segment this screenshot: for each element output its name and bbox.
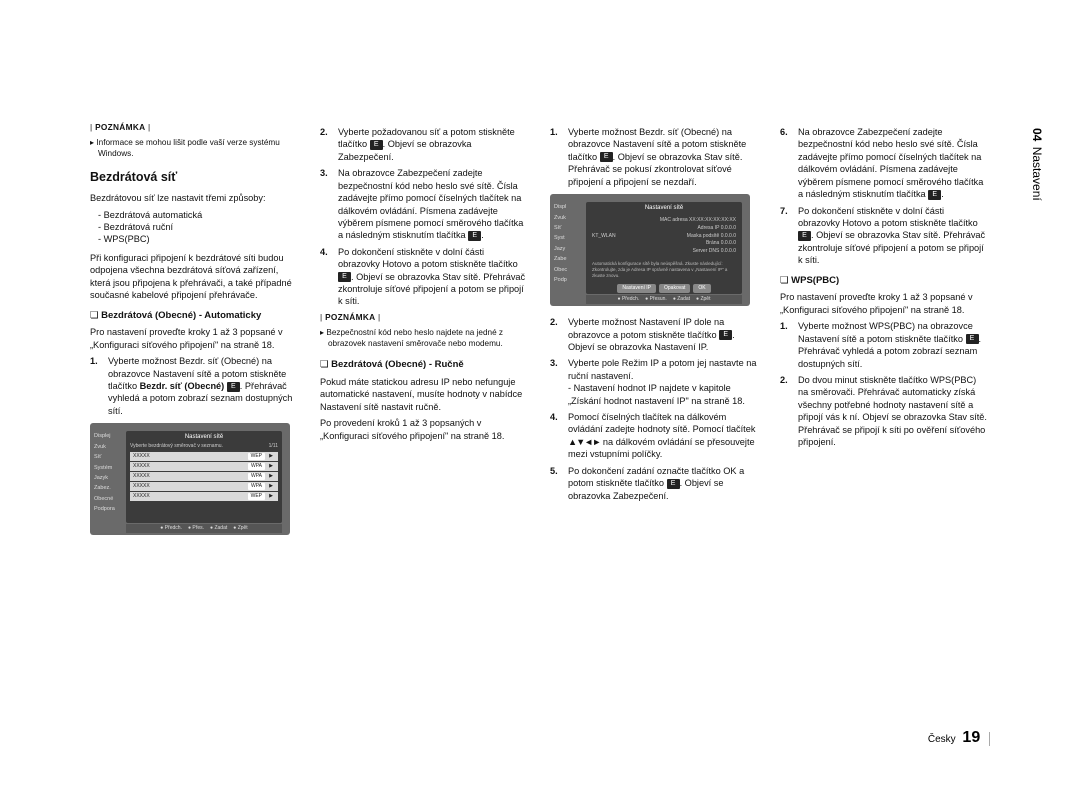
page-footer: Česky 19 [928,729,990,747]
section-heading: Bezdrátová síť [90,169,298,186]
arrow-icons [568,437,600,447]
column-1: POZNÁMKA Informace se mohou lišit podle … [90,122,298,545]
enter-icon [468,231,481,241]
step-num: 2. [780,374,798,449]
enter-icon [370,140,383,150]
note-text: Bezpečnostní kód nebo heslo najdete na j… [328,327,528,349]
step-text: Pomocí číselných tlačítek na dálkovém ov… [568,411,758,461]
para: Při konfiguraci připojení k bezdrátové s… [90,252,298,302]
chapter-number: 04 [1030,128,1044,141]
ui-screenshot-settings: DisplejZvuk SíťSystém JazykZabez. Obecné… [90,423,290,535]
enter-icon [667,479,680,489]
shot-sidebar: DisplejZvuk SíťSystém JazykZabez. Obecné… [94,433,124,516]
chapter-title: Nastavení [1030,147,1044,201]
page-number: 19 [962,729,980,746]
bullet-item: Bezdrátová ruční [98,221,298,233]
enter-icon [966,334,979,344]
enter-icon [600,152,613,162]
step-text: Vyberte možnost Bezdr. síť (Obecné) na o… [568,126,758,188]
enter-icon [338,272,351,282]
shot-title: Nastavení sítě [126,431,282,443]
step-num: 1. [780,320,798,370]
step-text: Vyberte možnost Nastavení IP dole na obr… [568,316,758,353]
step-text: Na obrazovce Zabezpečení zadejte bezpečn… [798,126,988,201]
step-text: Do dvou minut stiskněte tlačítko WPS(PBC… [798,374,988,449]
step-text: Vyberte možnost WPS(PBC) na obrazovce Na… [798,320,988,370]
column-4: 6. Na obrazovce Zabezpečení zadejte bezp… [780,122,988,545]
step-num: 1. [550,126,568,188]
note-text: Informace se mohou lišit podle vaší verz… [98,137,298,159]
step-num: 2. [320,126,338,163]
column-3: 1. Vyberte možnost Bezdr. síť (Obecné) n… [550,122,758,545]
note-label: POZNÁMKA [90,122,298,133]
bullet-list: Bezdrátová automatická Bezdrátová ruční … [98,209,298,246]
step-num: 3. [320,167,338,242]
shot-title: Nastavení sítě [586,202,742,214]
para: Po provedení kroků 1 až 3 popsaných v „K… [320,417,528,442]
enter-icon [719,330,732,340]
step-num: 7. [780,205,798,267]
step-num: 6. [780,126,798,201]
step-text: Vyberte pole Režim IP a potom jej nastav… [568,357,758,407]
note-label: POZNÁMKA [320,312,528,323]
ui-screenshot-network-status: DisplZvuk SíťSyst JazyZabe ObecPodp Nast… [550,194,750,306]
enter-icon [928,190,941,200]
step-num: 5. [550,465,568,502]
step-num: 3. [550,357,568,407]
subsection-heading: Bezdrátová (Obecné) - Ručně [320,359,528,372]
chapter-tab: 04 Nastavení [1030,128,1044,201]
para: Bezdrátovou síť lze nastavit třemi způso… [90,192,298,204]
bullet-item: Bezdrátová automatická [98,209,298,221]
subsection-heading: WPS(PBC) [780,275,988,288]
step-num: 4. [550,411,568,461]
column-2: 2. Vyberte požadovanou síť a potom stisk… [320,122,528,545]
enter-icon [227,382,240,392]
step-text: Vyberte možnost Bezdr. síť (Obecné) na o… [108,355,298,417]
para: Pro nastavení proveďte kroky 1 až 3 pops… [780,291,988,316]
step-num: 2. [550,316,568,353]
step-text: Po dokončení zadání označte tlačítko OK … [568,465,758,502]
step-text: Vyberte požadovanou síť a potom stisknět… [338,126,528,163]
para: Pro nastavení proveďte kroky 1 až 3 pops… [90,326,298,351]
footer-divider [989,732,990,746]
step-text: Na obrazovce Zabezpečení zadejte bezpečn… [338,167,528,242]
subsection-heading: Bezdrátová (Obecné) - Automaticky [90,310,298,323]
shot-sidebar: DisplZvuk SíťSyst JazyZabe ObecPodp [554,204,584,287]
step-text: Po dokončení stiskněte v dolní části obr… [338,246,528,308]
page-content: POZNÁMKA Informace se mohou lišit podle … [90,122,990,742]
bullet-item: WPS(PBC) [98,233,298,245]
enter-icon [798,231,811,241]
footer-lang: Česky [928,734,956,745]
step-text: Po dokončení stiskněte v dolní části obr… [798,205,988,267]
para: Pokud máte statickou adresu IP nebo nefu… [320,376,528,413]
step-num: 4. [320,246,338,308]
step-num: 1. [90,355,108,417]
